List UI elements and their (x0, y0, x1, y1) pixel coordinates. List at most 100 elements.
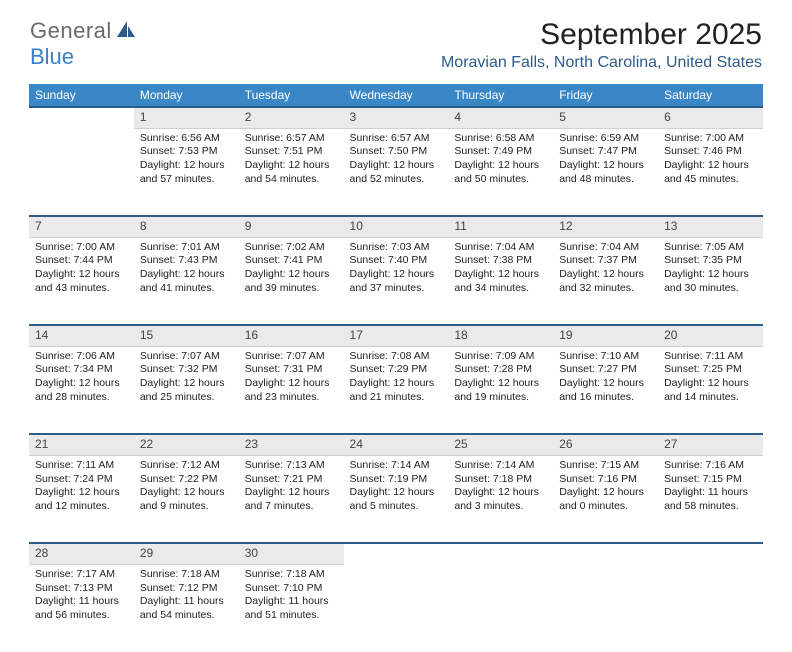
day-cell-content: Sunrise: 7:10 AMSunset: 7:27 PMDaylight:… (553, 347, 658, 411)
day-cell-content: Sunrise: 7:03 AMSunset: 7:40 PMDaylight:… (344, 238, 449, 302)
day1-text: Daylight: 12 hours (140, 268, 233, 282)
day-cell-content: Sunrise: 7:07 AMSunset: 7:31 PMDaylight:… (239, 347, 344, 411)
day-cell-content: Sunrise: 7:04 AMSunset: 7:37 PMDaylight:… (553, 238, 658, 302)
day-cell: Sunrise: 7:18 AMSunset: 7:10 PMDaylight:… (239, 564, 344, 652)
weekday-header-row: Sunday Monday Tuesday Wednesday Thursday… (29, 84, 763, 107)
day1-text: Daylight: 12 hours (245, 159, 338, 173)
day2-text: and 5 minutes. (350, 500, 443, 514)
day-cell: Sunrise: 6:59 AMSunset: 7:47 PMDaylight:… (553, 128, 658, 216)
sunrise-text: Sunrise: 7:14 AM (350, 459, 443, 473)
weekday-header: Friday (553, 84, 658, 107)
weekday-header: Thursday (448, 84, 553, 107)
day-number-cell: 22 (134, 434, 239, 455)
sunset-text: Sunset: 7:43 PM (140, 254, 233, 268)
sunset-text: Sunset: 7:50 PM (350, 145, 443, 159)
sunset-text: Sunset: 7:21 PM (245, 473, 338, 487)
sunrise-text: Sunrise: 7:11 AM (35, 459, 128, 473)
sunrise-text: Sunrise: 6:56 AM (140, 132, 233, 146)
day-cell: Sunrise: 7:18 AMSunset: 7:12 PMDaylight:… (134, 564, 239, 652)
day-number-cell: 24 (344, 434, 449, 455)
day-cell: Sunrise: 7:07 AMSunset: 7:31 PMDaylight:… (239, 346, 344, 434)
day1-text: Daylight: 12 hours (350, 377, 443, 391)
sunrise-text: Sunrise: 7:00 AM (664, 132, 757, 146)
day2-text: and 45 minutes. (664, 173, 757, 187)
day-cell: Sunrise: 7:03 AMSunset: 7:40 PMDaylight:… (344, 237, 449, 325)
day-cell: Sunrise: 7:07 AMSunset: 7:32 PMDaylight:… (134, 346, 239, 434)
sunset-text: Sunset: 7:10 PM (245, 582, 338, 596)
day-cell-content: Sunrise: 7:14 AMSunset: 7:18 PMDaylight:… (448, 456, 553, 520)
day1-text: Daylight: 12 hours (559, 377, 652, 391)
day1-text: Daylight: 12 hours (35, 486, 128, 500)
day1-text: Daylight: 11 hours (140, 595, 233, 609)
day-number-cell: 26 (553, 434, 658, 455)
sunrise-text: Sunrise: 7:10 AM (559, 350, 652, 364)
day-number-cell: 10 (344, 216, 449, 237)
day1-text: Daylight: 12 hours (350, 268, 443, 282)
sunrise-text: Sunrise: 7:17 AM (35, 568, 128, 582)
day2-text: and 12 minutes. (35, 500, 128, 514)
day2-text: and 39 minutes. (245, 282, 338, 296)
day-cell-content: Sunrise: 7:02 AMSunset: 7:41 PMDaylight:… (239, 238, 344, 302)
day-number-cell: 19 (553, 325, 658, 346)
sunrise-text: Sunrise: 7:07 AM (245, 350, 338, 364)
day-content-row: Sunrise: 7:00 AMSunset: 7:44 PMDaylight:… (29, 237, 763, 325)
sunset-text: Sunset: 7:18 PM (454, 473, 547, 487)
day-number-cell: 25 (448, 434, 553, 455)
sunrise-text: Sunrise: 7:05 AM (664, 241, 757, 255)
day1-text: Daylight: 12 hours (350, 159, 443, 173)
sunset-text: Sunset: 7:37 PM (559, 254, 652, 268)
day1-text: Daylight: 12 hours (664, 268, 757, 282)
sunset-text: Sunset: 7:24 PM (35, 473, 128, 487)
day2-text: and 19 minutes. (454, 391, 547, 405)
sunrise-text: Sunrise: 6:57 AM (245, 132, 338, 146)
sunrise-text: Sunrise: 7:16 AM (664, 459, 757, 473)
sunrise-text: Sunrise: 7:15 AM (559, 459, 652, 473)
day-number-row: 78910111213 (29, 216, 763, 237)
day-cell: Sunrise: 7:12 AMSunset: 7:22 PMDaylight:… (134, 455, 239, 543)
day-number-cell: 5 (553, 107, 658, 128)
day-number-cell: 17 (344, 325, 449, 346)
day1-text: Daylight: 12 hours (454, 486, 547, 500)
day2-text: and 0 minutes. (559, 500, 652, 514)
day2-text: and 14 minutes. (664, 391, 757, 405)
day2-text: and 54 minutes. (140, 609, 233, 623)
sunrise-text: Sunrise: 7:04 AM (454, 241, 547, 255)
day-cell: Sunrise: 7:13 AMSunset: 7:21 PMDaylight:… (239, 455, 344, 543)
day-cell-content: Sunrise: 7:18 AMSunset: 7:12 PMDaylight:… (134, 565, 239, 629)
day-number-cell: 16 (239, 325, 344, 346)
day2-text: and 9 minutes. (140, 500, 233, 514)
day-cell: Sunrise: 7:14 AMSunset: 7:19 PMDaylight:… (344, 455, 449, 543)
logo: General (30, 18, 136, 44)
day1-text: Daylight: 12 hours (350, 486, 443, 500)
day-cell: Sunrise: 7:01 AMSunset: 7:43 PMDaylight:… (134, 237, 239, 325)
day-cell-content: Sunrise: 7:17 AMSunset: 7:13 PMDaylight:… (29, 565, 134, 629)
day-number-cell: 11 (448, 216, 553, 237)
day-number-cell: 9 (239, 216, 344, 237)
sunset-text: Sunset: 7:31 PM (245, 363, 338, 377)
sunrise-text: Sunrise: 7:09 AM (454, 350, 547, 364)
day-cell: Sunrise: 7:05 AMSunset: 7:35 PMDaylight:… (658, 237, 763, 325)
day-cell: Sunrise: 7:10 AMSunset: 7:27 PMDaylight:… (553, 346, 658, 434)
sunset-text: Sunset: 7:27 PM (559, 363, 652, 377)
day-cell-content: Sunrise: 7:08 AMSunset: 7:29 PMDaylight:… (344, 347, 449, 411)
day-cell: Sunrise: 6:57 AMSunset: 7:50 PMDaylight:… (344, 128, 449, 216)
day2-text: and 25 minutes. (140, 391, 233, 405)
day-cell-content: Sunrise: 7:11 AMSunset: 7:25 PMDaylight:… (658, 347, 763, 411)
day2-text: and 37 minutes. (350, 282, 443, 296)
day2-text: and 48 minutes. (559, 173, 652, 187)
day2-text: and 32 minutes. (559, 282, 652, 296)
day-number-row: 123456 (29, 107, 763, 128)
day2-text: and 21 minutes. (350, 391, 443, 405)
day-cell: Sunrise: 6:57 AMSunset: 7:51 PMDaylight:… (239, 128, 344, 216)
sunset-text: Sunset: 7:44 PM (35, 254, 128, 268)
location: Moravian Falls, North Carolina, United S… (441, 54, 762, 72)
day1-text: Daylight: 11 hours (35, 595, 128, 609)
sunrise-text: Sunrise: 7:02 AM (245, 241, 338, 255)
day-cell (553, 564, 658, 652)
sunset-text: Sunset: 7:53 PM (140, 145, 233, 159)
month-title: September 2025 (441, 18, 762, 52)
day-content-row: Sunrise: 6:56 AMSunset: 7:53 PM Daylight:… (29, 128, 763, 216)
day2-text: and 54 minutes. (245, 173, 338, 187)
day1-text: Daylight: 12 hours (664, 377, 757, 391)
day-number-cell: 13 (658, 216, 763, 237)
